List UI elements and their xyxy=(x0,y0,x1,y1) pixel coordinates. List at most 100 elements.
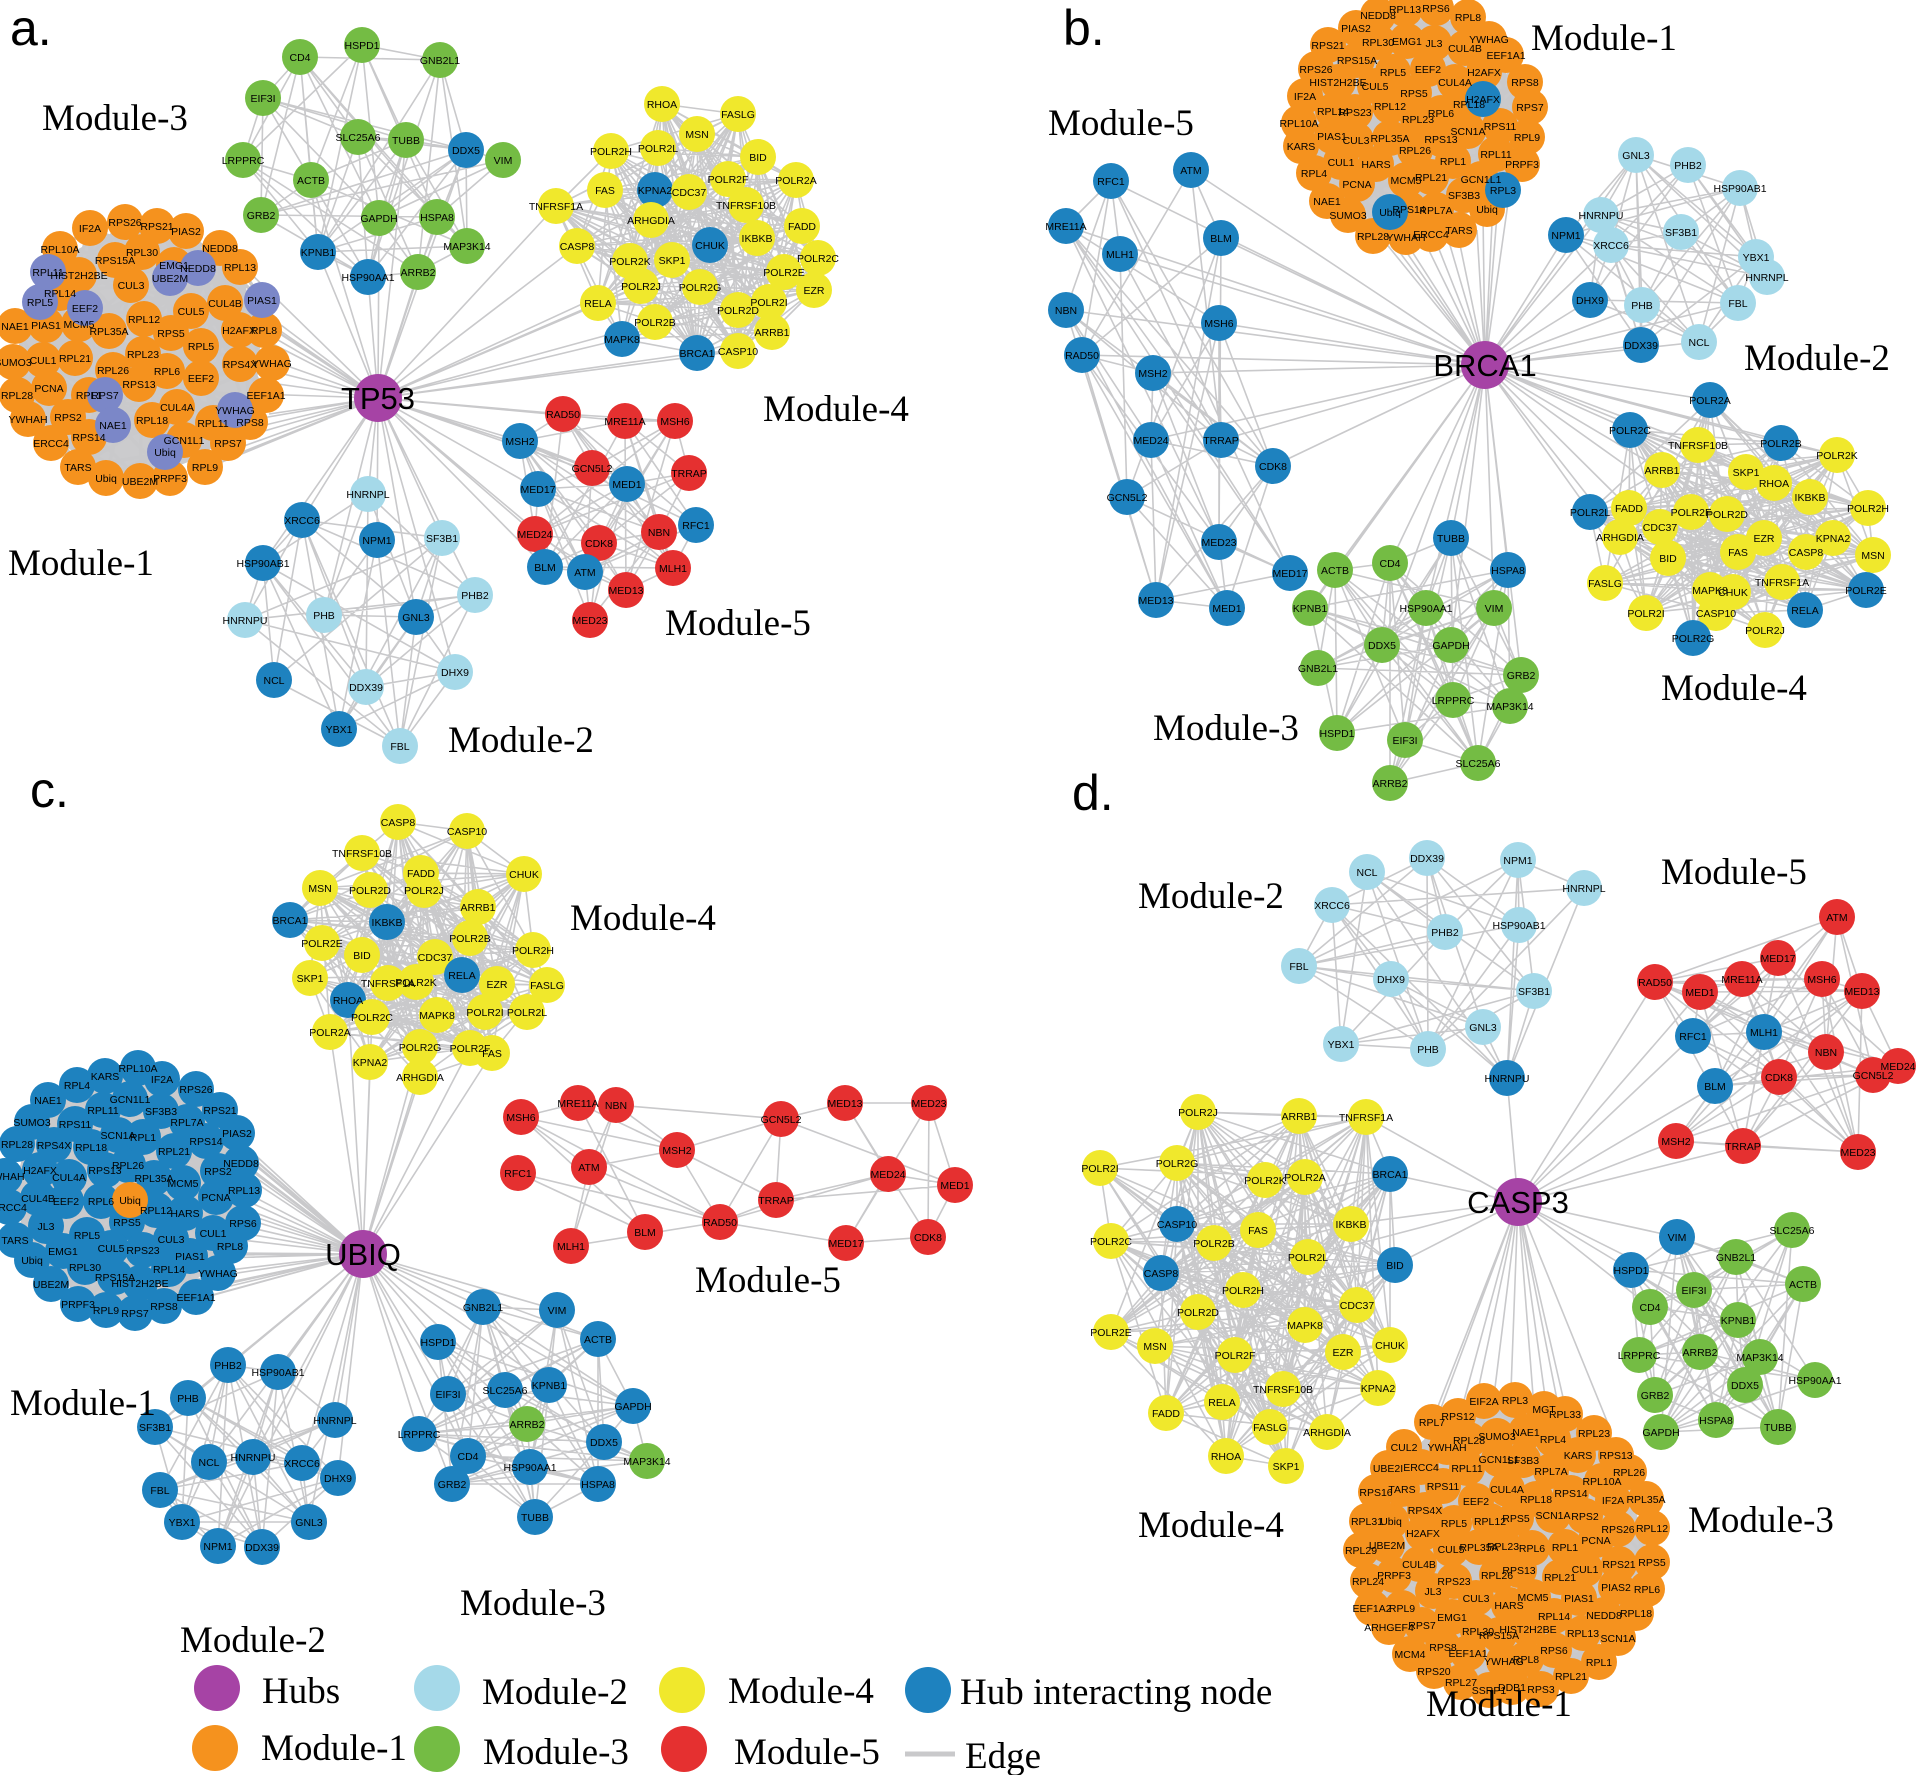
svg-text:KARS: KARS xyxy=(91,1071,120,1083)
svg-text:MED24: MED24 xyxy=(1880,1061,1915,1073)
svg-text:KPNA2: KPNA2 xyxy=(353,1057,388,1069)
svg-text:ACTB: ACTB xyxy=(1321,565,1349,577)
svg-text:DHX9: DHX9 xyxy=(441,667,469,679)
svg-text:PRPF3: PRPF3 xyxy=(1377,1570,1411,1582)
svg-text:FADD: FADD xyxy=(788,221,816,233)
svg-text:POLR2F: POLR2F xyxy=(708,174,749,186)
svg-text:RAD50: RAD50 xyxy=(546,409,580,421)
svg-text:POLR2I: POLR2I xyxy=(1081,1163,1118,1175)
svg-text:XRCC6: XRCC6 xyxy=(284,1458,320,1470)
svg-text:FAS: FAS xyxy=(595,185,615,197)
svg-text:MCM5: MCM5 xyxy=(1518,1592,1549,1604)
svg-text:MCM5: MCM5 xyxy=(168,1178,199,1190)
svg-text:PHB: PHB xyxy=(1631,300,1653,312)
svg-text:IF2A: IF2A xyxy=(79,223,101,235)
svg-text:RPS13: RPS13 xyxy=(122,379,155,391)
svg-text:RPL14: RPL14 xyxy=(1317,106,1349,118)
svg-text:SKP1: SKP1 xyxy=(297,973,324,985)
svg-text:RPL5: RPL5 xyxy=(27,297,53,309)
svg-text:MLH1: MLH1 xyxy=(1750,1027,1778,1039)
svg-text:TNFRSF10B: TNFRSF10B xyxy=(332,848,392,860)
svg-text:RPL6: RPL6 xyxy=(154,366,180,378)
svg-text:HSP90AB1: HSP90AB1 xyxy=(251,1367,304,1379)
svg-text:POLR2D: POLR2D xyxy=(1177,1307,1219,1319)
svg-text:MAP3K14: MAP3K14 xyxy=(623,1456,670,1468)
svg-text:EEF2: EEF2 xyxy=(188,373,214,385)
svg-text:EIF3I: EIF3I xyxy=(250,93,275,105)
svg-text:MED17: MED17 xyxy=(1760,953,1795,965)
svg-text:MED17: MED17 xyxy=(1272,568,1307,580)
svg-text:Ubiq: Ubiq xyxy=(1379,207,1401,219)
svg-text:YBX1: YBX1 xyxy=(326,724,353,736)
svg-text:Module-1: Module-1 xyxy=(1531,18,1677,59)
svg-text:POLR2D: POLR2D xyxy=(349,885,391,897)
svg-text:RPS2: RPS2 xyxy=(54,412,82,424)
svg-text:H2AFX: H2AFX xyxy=(1466,94,1500,106)
svg-text:YWHAH: YWHAH xyxy=(0,1171,25,1183)
svg-text:MED1: MED1 xyxy=(940,1180,969,1192)
svg-text:Module-2: Module-2 xyxy=(180,1620,326,1661)
svg-text:PIAS1: PIAS1 xyxy=(31,320,61,332)
svg-text:SLC25A6: SLC25A6 xyxy=(1770,1225,1815,1237)
svg-text:MAP3K14: MAP3K14 xyxy=(1736,1352,1783,1364)
svg-text:CUL4B: CUL4B xyxy=(208,298,242,310)
svg-text:Ubiq: Ubiq xyxy=(1380,1516,1402,1528)
svg-text:CD4: CD4 xyxy=(289,52,310,64)
svg-text:GNB2L1: GNB2L1 xyxy=(420,55,460,67)
svg-text:DDX5: DDX5 xyxy=(1731,1380,1759,1392)
svg-text:EEF1A1: EEF1A1 xyxy=(176,1292,215,1304)
svg-text:MED24: MED24 xyxy=(1133,435,1168,447)
svg-text:RPL23: RPL23 xyxy=(1578,1428,1610,1440)
svg-text:IF2A: IF2A xyxy=(151,1074,173,1086)
svg-text:RPL1: RPL1 xyxy=(1586,1657,1612,1669)
svg-text:LRPPRC: LRPPRC xyxy=(1618,1350,1661,1362)
svg-text:RPL21: RPL21 xyxy=(59,353,91,365)
svg-text:FASLG: FASLG xyxy=(1253,1422,1287,1434)
svg-text:SUMO3: SUMO3 xyxy=(0,357,32,369)
svg-text:ERCC4: ERCC4 xyxy=(1413,229,1449,241)
svg-text:RHOA: RHOA xyxy=(1211,1451,1241,1463)
svg-text:RPL23: RPL23 xyxy=(1402,114,1434,126)
svg-text:RPL10A: RPL10A xyxy=(40,244,79,256)
svg-text:RPS23: RPS23 xyxy=(126,1245,159,1257)
svg-text:POLR2D: POLR2D xyxy=(1706,509,1748,521)
svg-text:POLR2A: POLR2A xyxy=(309,1027,350,1039)
svg-text:POLR2F: POLR2F xyxy=(1215,1350,1256,1362)
svg-text:RPL8: RPL8 xyxy=(217,1241,243,1253)
svg-text:TNFRSF10B: TNFRSF10B xyxy=(1253,1384,1313,1396)
svg-text:TUBB: TUBB xyxy=(1437,533,1465,545)
svg-text:MED24: MED24 xyxy=(870,1169,905,1181)
svg-text:ACTB: ACTB xyxy=(297,175,325,187)
svg-text:RPS13: RPS13 xyxy=(1502,1565,1535,1577)
svg-text:POLR2D: POLR2D xyxy=(717,305,759,317)
svg-text:RPL1: RPL1 xyxy=(130,1132,156,1144)
svg-text:GCN1L1: GCN1L1 xyxy=(1461,174,1502,186)
svg-text:SF3B1: SF3B1 xyxy=(1665,227,1697,239)
svg-text:RPS5: RPS5 xyxy=(113,1217,141,1229)
svg-text:RPL18: RPL18 xyxy=(1520,1494,1552,1506)
svg-text:POLR2H: POLR2H xyxy=(590,146,632,158)
svg-text:NEDD8: NEDD8 xyxy=(202,243,238,255)
svg-text:CDK8: CDK8 xyxy=(585,538,613,550)
svg-text:RPS11: RPS11 xyxy=(1484,121,1517,133)
svg-text:RPL28: RPL28 xyxy=(1,390,33,402)
svg-text:EEF2: EEF2 xyxy=(1415,64,1441,76)
svg-text:RPS13: RPS13 xyxy=(1424,134,1457,146)
svg-text:EIF2A: EIF2A xyxy=(1469,1396,1498,1408)
svg-text:POLR2F: POLR2F xyxy=(1671,507,1712,519)
svg-text:RFC1: RFC1 xyxy=(682,520,710,532)
svg-text:NAE1: NAE1 xyxy=(1313,196,1341,208)
svg-text:CUL2: CUL2 xyxy=(1391,1442,1418,1454)
svg-text:POLR2G: POLR2G xyxy=(399,1042,442,1054)
svg-text:GCN5L2: GCN5L2 xyxy=(1107,492,1148,504)
svg-text:ATM: ATM xyxy=(1826,912,1847,924)
svg-text:RPS15A: RPS15A xyxy=(95,1272,135,1284)
svg-text:RPS26: RPS26 xyxy=(108,217,141,229)
svg-text:ARRB1: ARRB1 xyxy=(1644,465,1679,477)
svg-text:H2AFX: H2AFX xyxy=(23,1165,57,1177)
svg-text:RPS21: RPS21 xyxy=(1602,1559,1635,1571)
svg-text:CDK8: CDK8 xyxy=(1259,461,1287,473)
svg-text:HARS: HARS xyxy=(1361,159,1390,171)
svg-text:CDC37: CDC37 xyxy=(1643,522,1678,534)
svg-text:GNB2L1: GNB2L1 xyxy=(1298,663,1338,675)
